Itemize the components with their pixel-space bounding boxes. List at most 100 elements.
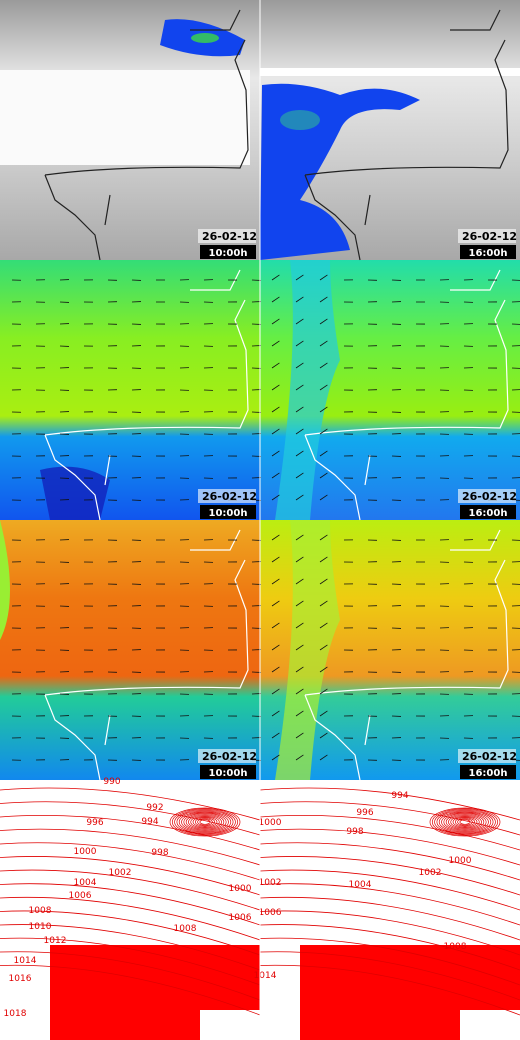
date-label: 26-02-12 [462, 490, 517, 503]
time-label: 10:00h [209, 768, 248, 779]
isobar-label: 1006 [229, 913, 252, 923]
isobar [0, 910, 261, 956]
isobar [188, 814, 222, 830]
isobar [176, 810, 234, 834]
wind-arrow [295, 710, 304, 717]
isobar [0, 856, 261, 896]
date-box [458, 489, 516, 503]
wind-arrow [319, 600, 328, 607]
wind-arrow [295, 534, 304, 541]
isobar-label: 1000 [259, 818, 282, 828]
isobar [436, 810, 494, 834]
isobar-label: 1002 [419, 868, 442, 878]
date-box [198, 749, 256, 763]
isobar [259, 951, 520, 1001]
wind-arrow [271, 622, 280, 629]
isobar-label: 1006 [69, 891, 92, 901]
wind-arrow [319, 472, 328, 479]
isobar [445, 813, 485, 831]
date-box [198, 229, 256, 243]
isobar [174, 809, 236, 835]
wind-arrow [271, 600, 280, 607]
coastline [304, 269, 509, 521]
isobar-label: 996 [86, 818, 103, 828]
wind-arrow [319, 362, 328, 369]
date-label: 26-02-12 [202, 230, 257, 243]
isobar-labels: 990 992 994 996 998 1000 1002 1004 1006 1008 1010 1… [4, 777, 472, 1019]
isobar-label: 1010 [29, 922, 52, 932]
isobar-label: 1000 [229, 884, 252, 894]
isobar [443, 813, 487, 831]
date-label: 26-02-12 [202, 750, 257, 763]
wind-arrow [271, 710, 280, 717]
isobar [259, 869, 520, 911]
wind-arrow [295, 644, 304, 651]
wind-arrow [271, 688, 280, 695]
isobar-label: 998 [151, 848, 168, 858]
coastline [44, 529, 249, 781]
wind-arrow [271, 428, 280, 435]
time-box [200, 245, 256, 259]
wind-arrow [271, 534, 280, 541]
isobar [0, 924, 261, 971]
isobar [0, 964, 261, 1016]
wind-arrow [319, 406, 328, 413]
isobar-label: 1014 [14, 956, 37, 966]
isobar [259, 856, 520, 896]
time-label: 16:00h [469, 768, 508, 779]
time-label: 16:00h [469, 248, 508, 259]
isobar [259, 815, 520, 851]
isobar [450, 815, 480, 829]
isobar [0, 951, 261, 1001]
wind-arrow [319, 666, 328, 673]
wind-arrow [271, 754, 280, 761]
isobar-label: 1014 [254, 971, 277, 981]
isobar [457, 818, 473, 826]
isobar [259, 896, 520, 941]
panel-labels: 26-02-12 10:00h 26-02-12 16:00h 26-02-12 10:0… [198, 229, 517, 779]
isobar-label: 1002 [259, 878, 282, 888]
isobar [259, 828, 520, 866]
wind-arrow [271, 384, 280, 391]
coastlines-and-arrows [0, 9, 520, 1016]
time-label: 10:00h [209, 508, 248, 519]
wind-arrow [295, 450, 304, 457]
wind-arrow [319, 754, 328, 761]
isobar [259, 910, 520, 956]
wind-arrow [295, 600, 304, 607]
wind-arrow [295, 732, 304, 739]
isobar [452, 816, 478, 828]
isobar [178, 811, 232, 833]
time-box [200, 765, 256, 779]
wind-arrow [271, 318, 280, 325]
wind-arrow [271, 494, 280, 501]
isobar [438, 811, 492, 833]
isobar [459, 819, 471, 825]
wind-arrow [295, 578, 304, 585]
isobar [259, 937, 520, 986]
wind-arrow [319, 296, 328, 303]
date-label: 26-02-12 [462, 230, 517, 243]
wind-arrow [271, 644, 280, 651]
wind-arrow [271, 406, 280, 413]
isobar [259, 883, 520, 926]
coastline [44, 9, 249, 261]
isobar-label: 1016 [9, 974, 32, 984]
wind-arrow [295, 296, 304, 303]
coastline [304, 9, 509, 261]
isobar-label: 1008 [29, 906, 52, 916]
isobar-label: 992 [146, 803, 163, 813]
time-box [460, 505, 516, 519]
wind-arrow [271, 362, 280, 369]
wind-arrow [319, 644, 328, 651]
wind-arrow [295, 406, 304, 413]
isobar-label: 1006 [259, 908, 282, 918]
isobar [0, 937, 261, 986]
isobar-label: 1018 [4, 1009, 27, 1019]
wind-arrow [271, 732, 280, 739]
isobar [448, 814, 482, 830]
time-box [460, 245, 516, 259]
wind-arrow [319, 732, 328, 739]
wind-arrow [271, 472, 280, 479]
isobar-label: 1008 [174, 924, 197, 934]
